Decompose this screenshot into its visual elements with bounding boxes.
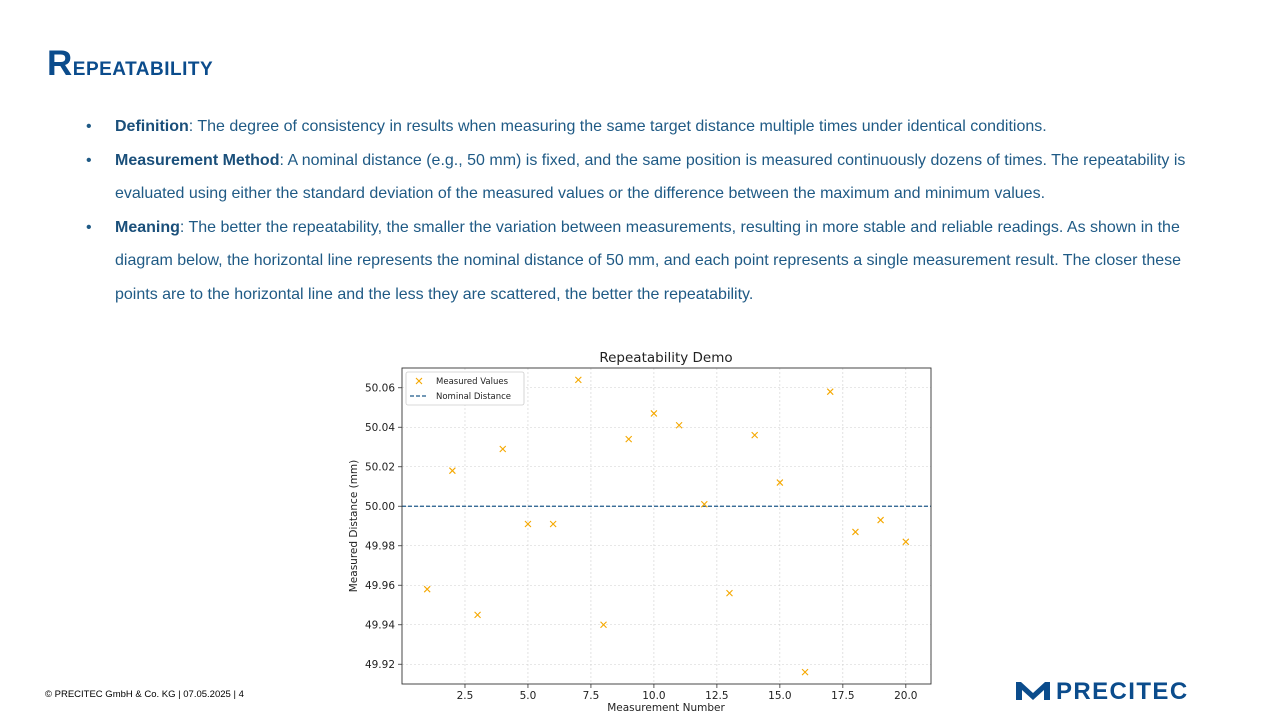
y-tick-label: 50.04 [365,422,395,434]
data-point [751,431,759,439]
chart-title: Repeatability Demo [599,350,732,366]
footer-text: © PRECITEC GmbH & Co. KG | 07.05.2025 | … [45,689,244,700]
bullet-measurement-method: Measurement Method: A nominal distance (… [86,144,1196,211]
legend: Measured Values Nominal Distance [405,371,525,406]
repeatability-chart: Repeatability Demo 2.5 5.0 7.5 10.0 12.5 15.0… [348,350,932,714]
precitec-logo-text: PRECITEC [1056,678,1189,705]
y-tick-label: 49.94 [365,619,395,631]
x-tick-label: 2.5 [457,690,474,702]
y-tick-label: 49.98 [365,540,395,552]
bullet-text: : A nominal distance (e.g., 50 mm) is fi… [115,151,1186,203]
legend-box [405,371,525,406]
data-point [474,611,481,619]
data-point [600,621,607,629]
data-point [423,585,431,593]
y-axis-label: Measured Distance (mm) [348,460,360,593]
bullet-meaning: Meaning: The better the repeatability, t… [86,211,1196,312]
legend-marker-measured [415,377,423,385]
y-tick-label: 50.00 [365,501,395,513]
y-tick-label: 50.06 [365,382,395,394]
data-point [852,528,859,536]
slide-title: Repeatability [47,44,213,84]
bullet-term: Measurement Method [115,151,280,169]
data-point [801,668,809,676]
bullet-term: Meaning [115,218,180,236]
x-tick-label: 17.5 [831,690,854,702]
data-point [877,516,885,524]
data-point [700,500,708,508]
legend-label-nominal: Nominal Distance [436,392,511,402]
y-axis-ticks: 49.92 49.94 49.96 49.98 50.00 50.02 50.04 50.06 [365,382,402,671]
x-tick-label: 5.0 [520,690,537,702]
slide-title-initial: R [47,44,73,83]
y-tick-label: 49.92 [365,659,395,671]
data-point [726,589,733,597]
bullet-definition: Definition: The degree of consistency in… [86,110,1196,144]
data-point [650,410,658,417]
y-tick-label: 50.02 [365,461,395,473]
data-point [499,445,507,453]
bullet-text: : The better the repeatability, the smal… [115,218,1182,303]
slide-title-rest: epeatability [72,51,214,81]
data-point [826,388,834,396]
x-axis-label: Measurement Number [607,702,725,714]
scatter-points [423,376,910,676]
x-tick-label: 7.5 [583,690,600,702]
data-point [902,538,910,546]
y-tick-label: 49.96 [365,580,395,592]
x-tick-label: 10.0 [642,690,665,702]
x-tick-label: 20.0 [894,690,917,702]
legend-label-measured: Measured Values [436,377,509,387]
precitec-logo: PRECITEC [1016,678,1248,705]
data-point [675,421,683,429]
data-point [549,520,557,528]
plot-frame [401,367,932,685]
plot-area [402,368,931,684]
bullet-text: : The degree of consistency in results w… [188,118,1047,135]
bullet-list: Definition: The degree of consistency in… [86,110,1196,311]
data-point [625,435,633,443]
data-point [524,520,532,528]
data-point [448,467,456,475]
x-axis-ticks: 2.5 5.0 7.5 10.0 12.5 15.0 17.5 20.0 [457,684,918,702]
data-point [574,376,582,384]
bullet-term: Definition [115,118,189,135]
x-tick-label: 15.0 [768,690,791,702]
precitec-logo-icon [1016,682,1050,700]
data-point [776,479,784,486]
x-tick-label: 12.5 [705,690,728,702]
